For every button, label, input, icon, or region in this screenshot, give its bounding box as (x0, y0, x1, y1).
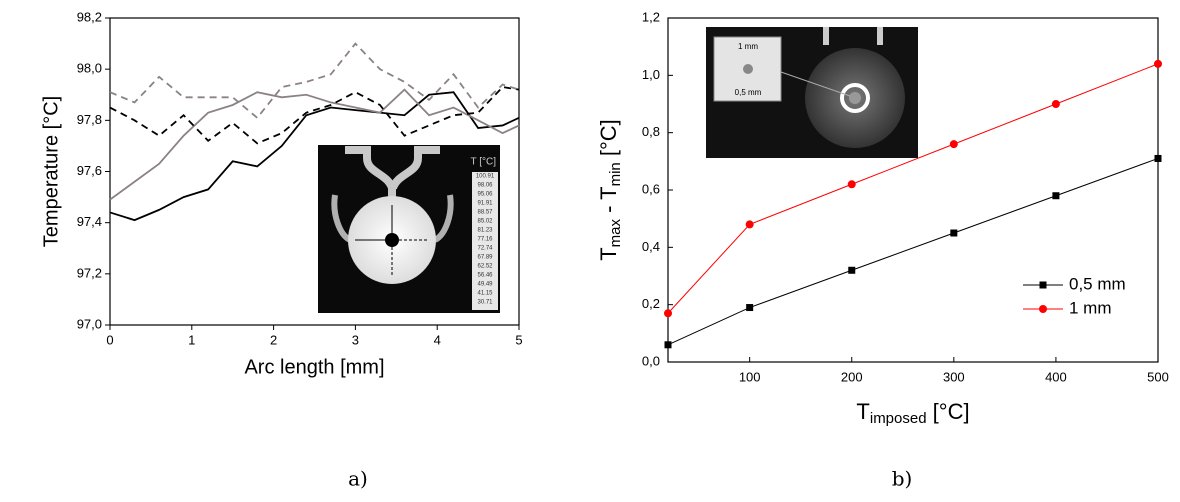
inset-image (318, 145, 500, 313)
y-tick-label: 1,2 (642, 9, 660, 24)
marker (664, 309, 672, 318)
y-tick-label: 1,0 (642, 67, 660, 82)
y-tick-label: 97,0 (77, 316, 102, 331)
caption: a) (348, 467, 368, 491)
y-tick-label: 97,8 (77, 112, 102, 127)
y-tick-label: 97,6 (77, 163, 102, 178)
marker (949, 140, 958, 149)
y-tick-label: 98,0 (77, 61, 102, 76)
marker (848, 266, 856, 274)
x-tick-label: 400 (1045, 369, 1067, 384)
label-part: imposed (870, 410, 927, 427)
colorbar-label: 85.02 (477, 219, 493, 225)
marker (1154, 59, 1162, 68)
label-part: T (856, 399, 869, 424)
y-tick-label: 0,4 (642, 239, 660, 254)
x-tick-label: 1 (188, 332, 195, 347)
colorbar-label: 98.06 (477, 183, 493, 189)
inset-label: 0,5 mm (735, 88, 762, 97)
x-tick-label: 200 (841, 369, 863, 384)
label-part: [°C] (596, 119, 621, 162)
plot-frame (667, 17, 1159, 363)
y-tick-label: 0,0 (642, 353, 660, 368)
marker (745, 220, 754, 229)
marker (664, 341, 672, 349)
x-tick-label: 4 (434, 332, 441, 347)
x-tick-label: 0 (106, 332, 113, 347)
marker (847, 180, 856, 189)
legend-marker (1039, 281, 1047, 289)
x-axis-label: Arc length [mm] (244, 356, 384, 378)
colorbar-label: 77.16 (477, 237, 493, 243)
label-part: - T (596, 186, 621, 219)
colorbar-label: 62.52 (477, 264, 493, 270)
marker (1051, 100, 1060, 108)
x-axis-label: Timposed [°C] (856, 399, 969, 427)
marker (746, 304, 754, 312)
marker (1052, 192, 1060, 200)
colorbar-label: 72.74 (477, 246, 493, 252)
colorbar-label: 49.49 (477, 282, 493, 288)
colorbar-label: 88.57 (477, 210, 493, 216)
colorbar-label: 56.46 (477, 273, 493, 279)
series-line (667, 63, 1159, 314)
label-part: max (607, 219, 624, 248)
colorbar-label: 100.91 (476, 174, 495, 180)
inset-image (706, 27, 918, 158)
y-tick-label: 0,2 (642, 296, 660, 311)
series-line (109, 88, 520, 201)
y-tick-label: 97,4 (77, 214, 102, 229)
y-tick-label: 0,6 (642, 181, 660, 196)
x-tick-label: 500 (1147, 369, 1169, 384)
series-line (109, 86, 520, 145)
x-tick-label: 5 (515, 332, 522, 347)
marker (950, 229, 958, 237)
x-tick-label: 100 (739, 369, 761, 384)
series-line (667, 157, 1159, 346)
colorbar-label: 81.23 (477, 228, 493, 234)
legend-label: 1 mm (1069, 298, 1112, 317)
series-line (109, 42, 520, 120)
y-tick-label: 97,2 (77, 265, 102, 280)
y-tick-label: 0,8 (642, 124, 660, 139)
series-line (109, 91, 520, 222)
label-part: min (607, 162, 624, 186)
plot-frame (109, 17, 520, 326)
colorbar-label: 41.15 (477, 291, 493, 297)
legend-marker (1039, 305, 1047, 313)
caption: b) (892, 467, 913, 491)
colorbar-label: 30.71 (477, 300, 493, 306)
colorbar-title: T [°C] (471, 157, 497, 168)
legend-label: 0,5 mm (1069, 274, 1126, 293)
colorbar-label: 67.89 (477, 255, 493, 261)
colorbar-label: 91.91 (477, 201, 493, 207)
x-tick-label: 3 (352, 332, 359, 347)
y-axis-label: Temperature [°C] (40, 96, 62, 247)
y-axis-label: Tmax - Tmin [°C] (596, 119, 624, 261)
x-tick-label: 2 (270, 332, 277, 347)
label-part: T (596, 247, 621, 260)
colorbar-label: 95.06 (477, 192, 493, 198)
marker (1154, 154, 1162, 162)
y-tick-label: 98,2 (77, 9, 102, 24)
x-tick-label: 300 (943, 369, 965, 384)
label-part: [°C] (927, 399, 970, 424)
inset-label: 1 mm (738, 42, 758, 51)
